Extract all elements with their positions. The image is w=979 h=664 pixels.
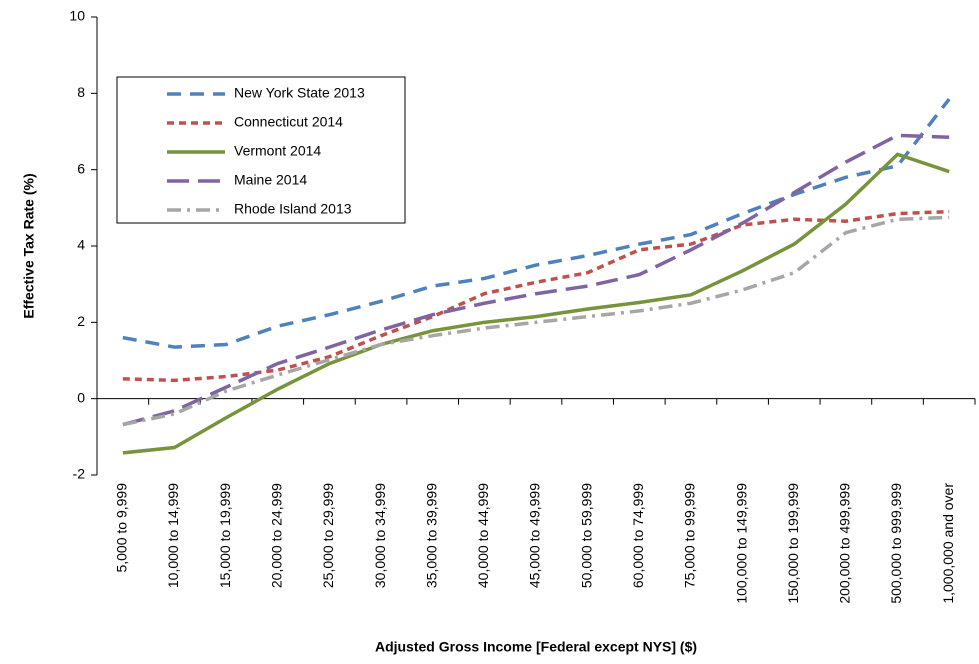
x-tick-label: 10,000 to 14,999 xyxy=(165,483,181,588)
legend-label: Rhode Island 2013 xyxy=(234,201,352,217)
x-tick-label: 200,000 to 499,999 xyxy=(837,483,853,604)
series-line xyxy=(122,209,950,383)
x-tick-label: 150,000 to 199,999 xyxy=(785,483,801,604)
series-line xyxy=(122,133,950,427)
x-tick-label: 50,000 to 59,999 xyxy=(578,483,594,588)
y-tick-label: 8 xyxy=(77,84,85,100)
x-tick-label: 60,000 to 74,999 xyxy=(630,483,646,588)
x-tick-label: 20,000 to 24,999 xyxy=(268,483,284,588)
x-tick-label: 1,000,000 and over xyxy=(940,483,956,604)
y-tick-label: 10 xyxy=(69,8,85,24)
y-tick-label: 4 xyxy=(77,237,85,253)
y-tick-label: 6 xyxy=(77,160,85,176)
x-tick-label: 500,000 to 999,999 xyxy=(888,483,904,604)
series-line xyxy=(122,215,950,427)
x-tick-label: 35,000 to 39,999 xyxy=(423,483,439,588)
y-tick-label: 0 xyxy=(77,389,85,405)
legend-label: New York State 2013 xyxy=(234,85,365,101)
x-axis-title: Adjusted Gross Income [Federal except NY… xyxy=(375,639,697,655)
series-line xyxy=(122,97,951,349)
legend-label: Vermont 2014 xyxy=(234,143,321,159)
x-tick-label: 40,000 to 44,999 xyxy=(475,483,491,588)
x-tick-label: 100,000 to 149,999 xyxy=(733,483,749,604)
y-axis-title: Effective Tax Rate (%) xyxy=(21,173,37,318)
x-tick-label: 75,000 to 99,999 xyxy=(682,483,698,588)
x-tick-label: 15,000 to 19,999 xyxy=(217,483,233,588)
legend-label: Connecticut 2014 xyxy=(234,114,343,130)
y-tick-label: -2 xyxy=(73,466,86,482)
x-tick-label: 30,000 to 34,999 xyxy=(372,483,388,588)
series-line xyxy=(122,152,950,455)
x-tick-label: 25,000 to 29,999 xyxy=(320,483,336,588)
legend-box xyxy=(116,76,406,224)
x-tick-label: 5,000 to 9,999 xyxy=(114,483,130,573)
legend-label: Maine 2014 xyxy=(234,172,307,188)
x-tick-label: 45,000 to 49,999 xyxy=(527,483,543,588)
y-tick-label: 2 xyxy=(77,313,85,329)
